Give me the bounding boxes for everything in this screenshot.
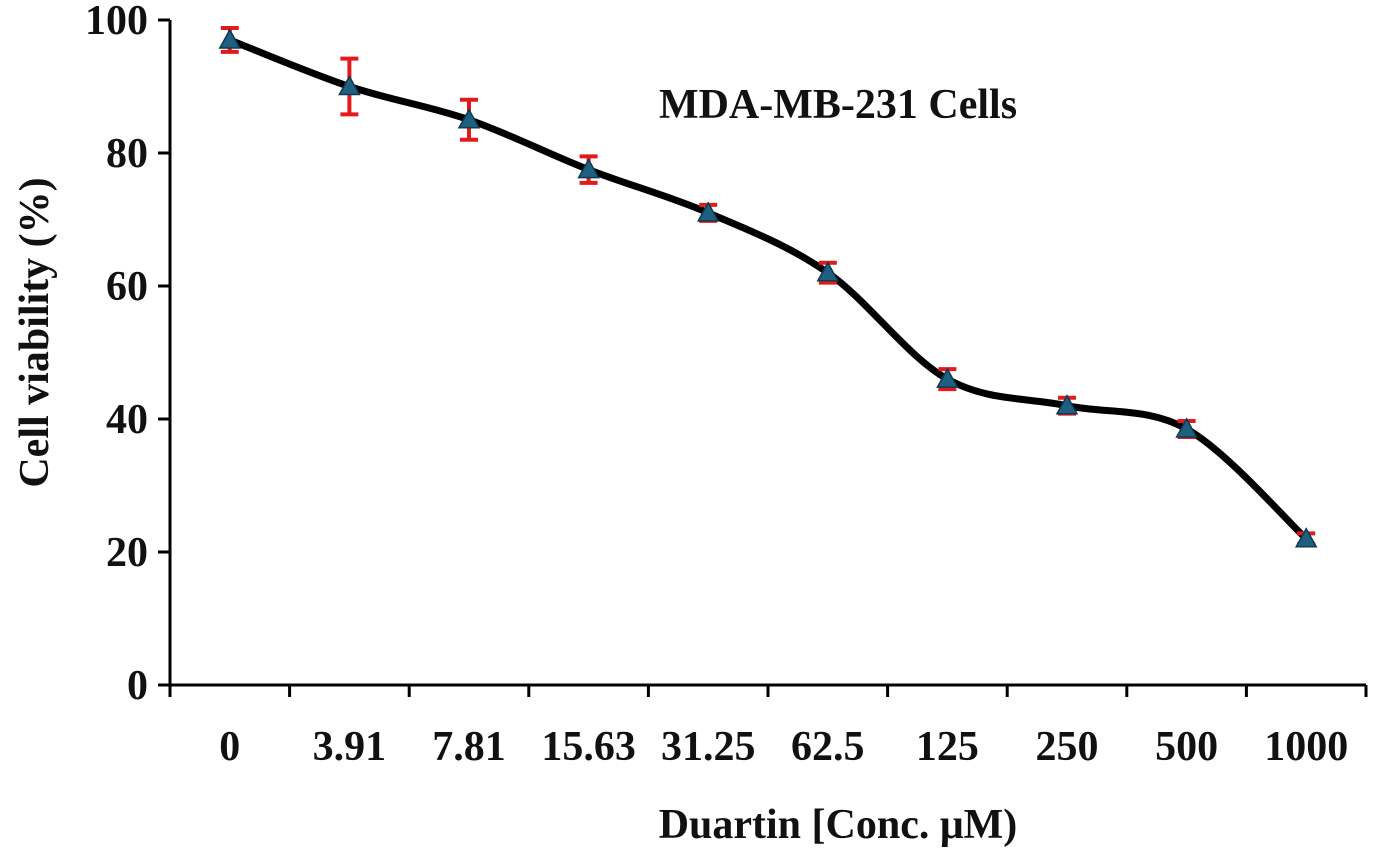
x-tick-label: 3.91 — [313, 724, 387, 770]
x-tick-label: 250 — [1036, 724, 1099, 770]
x-tick-label: 0 — [219, 724, 240, 770]
x-tick-label: 1000 — [1264, 724, 1348, 770]
x-axis-title: Duartin [Conc. μM) — [659, 802, 1018, 848]
axes — [158, 18, 1368, 697]
x-tick-label: 62.5 — [791, 724, 865, 770]
y-axis-title: Cell viability (%) — [12, 177, 58, 487]
x-tick-label: 125 — [916, 724, 979, 770]
chart-title: MDA-MB-231 Cells — [659, 82, 1017, 128]
y-tick-label: 100 — [85, 0, 148, 44]
data-point — [696, 201, 720, 222]
series-layer — [218, 25, 1318, 548]
y-tick-label: 80 — [106, 131, 148, 177]
x-tick-label: 31.25 — [661, 724, 756, 770]
data-point — [816, 261, 840, 282]
data-point — [457, 108, 481, 129]
data-point — [577, 158, 600, 179]
y-tick-label: 40 — [106, 397, 148, 443]
data-point — [1294, 527, 1318, 548]
x-tick-label: 7.81 — [432, 724, 506, 770]
x-tick-label: 500 — [1155, 724, 1218, 770]
data-point — [1055, 394, 1079, 415]
data-point — [1175, 417, 1198, 438]
series-line — [226, 36, 1310, 543]
y-tick-label: 60 — [106, 264, 148, 310]
data-point — [338, 74, 361, 96]
y-tick-label: 20 — [106, 530, 148, 576]
x-tick-label: 15.63 — [541, 724, 636, 770]
y-tick-label: 0 — [127, 663, 148, 709]
data-point — [936, 367, 959, 388]
data-point — [218, 28, 242, 49]
